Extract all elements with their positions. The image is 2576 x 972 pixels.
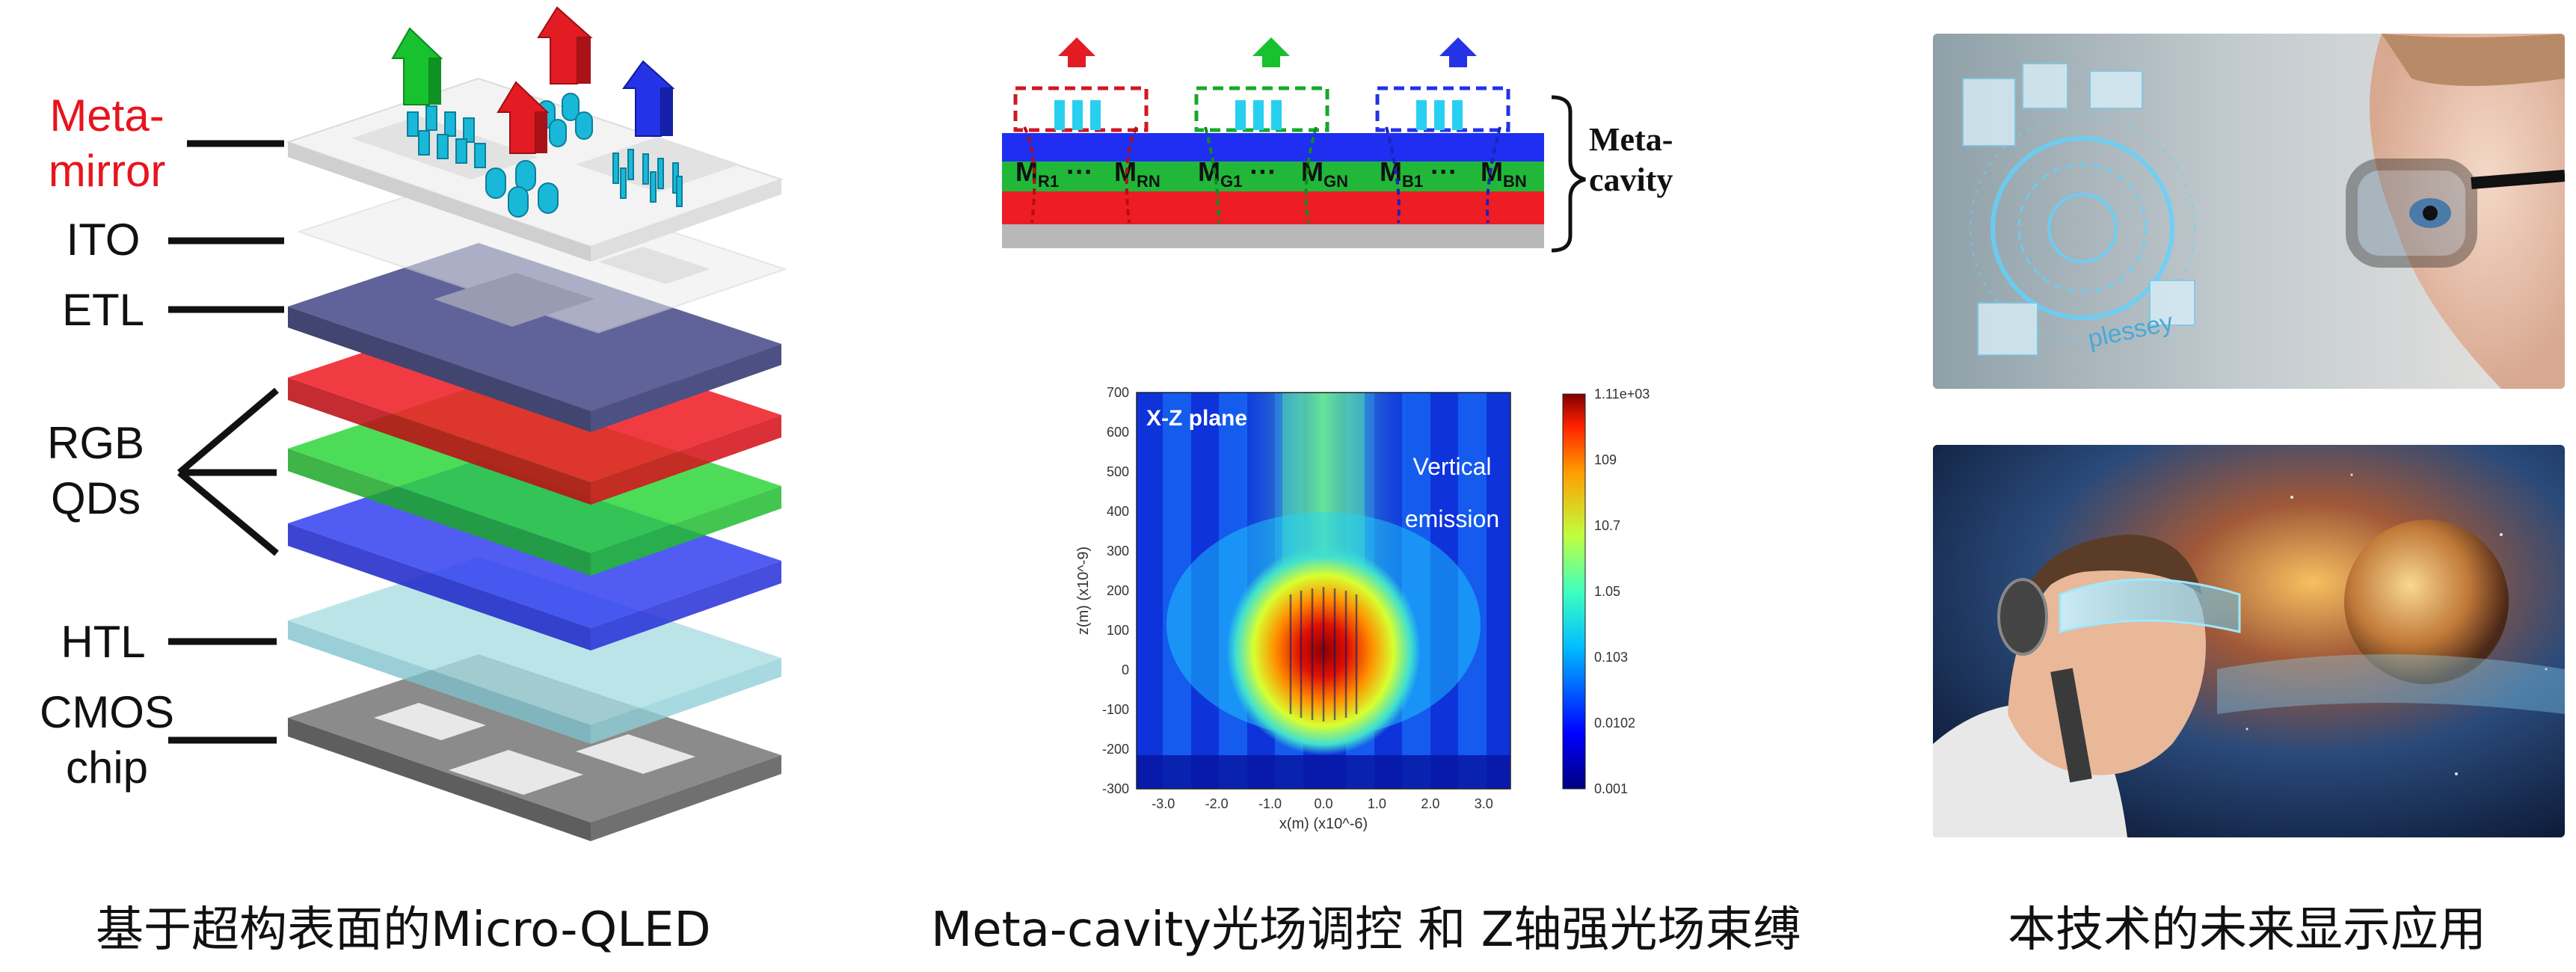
etl-label: ETL <box>61 285 145 335</box>
y-tick-label: 300 <box>1107 544 1129 559</box>
x-tick-label: 2.0 <box>1421 796 1439 811</box>
x-tick-label: -1.0 <box>1258 796 1282 811</box>
cmos-chip-layer <box>288 654 781 841</box>
ito-layer <box>296 169 788 334</box>
ar-glasses-woman-photo: plessey <box>1933 34 2565 389</box>
cavity-substrate <box>1002 224 1544 248</box>
meta-mirror-label: Meta- mirror <box>48 90 166 196</box>
y-tick-label: 200 <box>1107 583 1129 598</box>
y-tick-labels: 700 600 500 400 300 200 100 0 -100 -200 -300 <box>1102 385 1129 796</box>
htl-label: HTL <box>61 617 146 667</box>
x-tick-label: -3.0 <box>1152 796 1175 811</box>
x-tick-label: -2.0 <box>1205 796 1229 811</box>
colorbar-tick-label: 0.0102 <box>1594 716 1635 730</box>
panel1-caption: 基于超构表面的Micro-QLED <box>96 902 711 958</box>
colorbar-tick-label: 1.05 <box>1594 584 1620 599</box>
blue-small-arrow-icon <box>1439 37 1477 67</box>
vertical-emission-label-line2: emission <box>1405 505 1499 532</box>
red-small-arrow-icon <box>1058 37 1095 67</box>
colorbar-tick-label: 0.103 <box>1594 650 1628 665</box>
green-up-arrow-icon <box>391 27 443 105</box>
svg-text:MBN: MBN <box>1481 156 1527 191</box>
colorbar-tick-label: 10.7 <box>1594 518 1620 533</box>
blue-up-arrow-icon <box>622 60 675 137</box>
micro-qled-stack-diagram <box>168 6 788 841</box>
htl-layer <box>288 557 781 744</box>
x-axis-label: x(m) (x10^-6) <box>1279 816 1368 832</box>
y-tick-label: 0 <box>1122 662 1129 677</box>
colorbar-tick-label: 109 <box>1594 452 1617 467</box>
y-axis-label: z(m) (x10^-9) <box>1075 547 1092 635</box>
plane-label: X-Z plane <box>1146 406 1247 431</box>
y-tick-label: -100 <box>1102 702 1129 717</box>
cmos-chip-label: CMOS chip <box>40 687 174 793</box>
field-intensity-map <box>1137 393 1510 789</box>
field-map-chart: X-Z plane Vertical emission 700 600 500 400… <box>1075 385 1650 832</box>
y-tick-label: 400 <box>1107 504 1129 519</box>
y-tick-label: -200 <box>1102 742 1129 757</box>
leader-lines <box>168 140 284 744</box>
green-small-arrow-icon <box>1252 37 1290 67</box>
y-tick-label: 500 <box>1107 464 1129 479</box>
y-tick-label: 600 <box>1107 425 1129 440</box>
cavity-blue-layer <box>1002 133 1544 162</box>
red-up-arrow-icon <box>497 6 593 154</box>
x-tick-label: 3.0 <box>1475 796 1493 811</box>
colorbar-tick-label: 1.11e+03 <box>1594 387 1650 402</box>
panel2-caption: Meta-cavity光场调控 和 Z轴强光场束缚 <box>931 902 1801 958</box>
meta-cavity-schematic: MR1 ··· MRN MG1 ··· MGN MB1 ··· MBN <box>1002 37 1586 253</box>
x-tick-label: 1.0 <box>1368 796 1386 811</box>
svg-text:MR1 ···: MR1 ··· <box>1015 156 1093 191</box>
vertical-emission-label-line1: Vertical <box>1413 453 1492 480</box>
ito-label: ITO <box>66 215 141 265</box>
colorbar-tick-label: 0.001 <box>1594 781 1628 796</box>
y-tick-label: 700 <box>1107 385 1129 400</box>
nanopillar-array <box>407 93 683 218</box>
rgb-qds-label: RGB QDs <box>46 418 145 523</box>
panel3-caption: 本技术的未来显示应用 <box>2008 902 2486 958</box>
vr-visor-man-photo <box>1933 445 2565 837</box>
cavity-red-layer <box>1002 191 1544 224</box>
colorbar-tick-labels: 1.11e+03 109 10.7 1.05 0.103 0.0102 0.001 <box>1594 387 1650 796</box>
x-tick-labels: -3.0 -2.0 -1.0 0.0 1.0 2.0 3.0 <box>1152 796 1493 811</box>
x-tick-label: 0.0 <box>1314 796 1332 811</box>
etl-layer <box>288 243 781 432</box>
y-tick-label: 100 <box>1107 623 1129 638</box>
cavity-green-layer <box>1002 162 1544 191</box>
y-tick-label: -300 <box>1102 781 1129 796</box>
meta-cavity-bracket <box>1551 95 1586 253</box>
meta-cavity-label: Meta- cavity <box>1589 121 1673 198</box>
